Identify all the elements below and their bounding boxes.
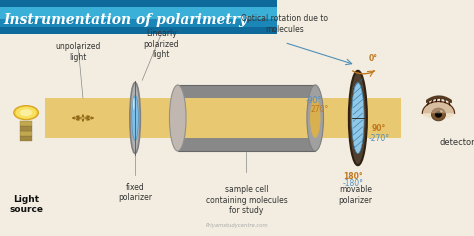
FancyBboxPatch shape (20, 136, 32, 141)
Text: 270°: 270° (310, 105, 328, 114)
Ellipse shape (352, 83, 364, 153)
Ellipse shape (349, 71, 367, 165)
Ellipse shape (16, 107, 36, 119)
Text: movable
polarizer: movable polarizer (338, 185, 373, 205)
Ellipse shape (431, 108, 446, 121)
Text: -90°: -90° (306, 96, 322, 105)
FancyBboxPatch shape (178, 98, 315, 138)
Text: sample cell
containing molecules
for study: sample cell containing molecules for stu… (206, 185, 287, 215)
Text: Light
source: Light source (9, 195, 43, 214)
Text: unpolarized
light: unpolarized light (55, 42, 101, 62)
FancyBboxPatch shape (20, 126, 32, 131)
Text: -180°: -180° (343, 179, 364, 188)
Polygon shape (422, 101, 455, 113)
FancyBboxPatch shape (0, 0, 277, 34)
FancyBboxPatch shape (178, 106, 315, 130)
Ellipse shape (310, 98, 320, 138)
Ellipse shape (20, 109, 32, 116)
Text: Optical rotation due to
molecules: Optical rotation due to molecules (241, 14, 328, 34)
Ellipse shape (435, 111, 442, 118)
FancyBboxPatch shape (20, 121, 32, 126)
FancyBboxPatch shape (0, 7, 277, 19)
Ellipse shape (440, 110, 443, 113)
Text: detector: detector (439, 138, 474, 147)
Text: Priyamstudycentre.com: Priyamstudycentre.com (206, 223, 268, 228)
Text: fixed
polarizer: fixed polarizer (118, 183, 152, 202)
Text: 90°: 90° (371, 124, 385, 133)
Text: 0°: 0° (368, 54, 377, 63)
Ellipse shape (130, 83, 140, 153)
Text: 180°: 180° (343, 172, 363, 181)
FancyBboxPatch shape (0, 7, 277, 27)
Text: -270°: -270° (368, 134, 390, 143)
Ellipse shape (133, 98, 135, 110)
Text: Instrumentation of polarimetry: Instrumentation of polarimetry (4, 13, 248, 27)
Ellipse shape (170, 85, 186, 151)
FancyBboxPatch shape (45, 98, 401, 138)
Ellipse shape (14, 105, 38, 120)
Text: Linearly
polarized
light: Linearly polarized light (143, 30, 179, 59)
Polygon shape (422, 101, 455, 119)
Ellipse shape (132, 96, 138, 140)
FancyBboxPatch shape (178, 85, 315, 151)
FancyBboxPatch shape (20, 131, 32, 136)
Ellipse shape (307, 85, 324, 151)
